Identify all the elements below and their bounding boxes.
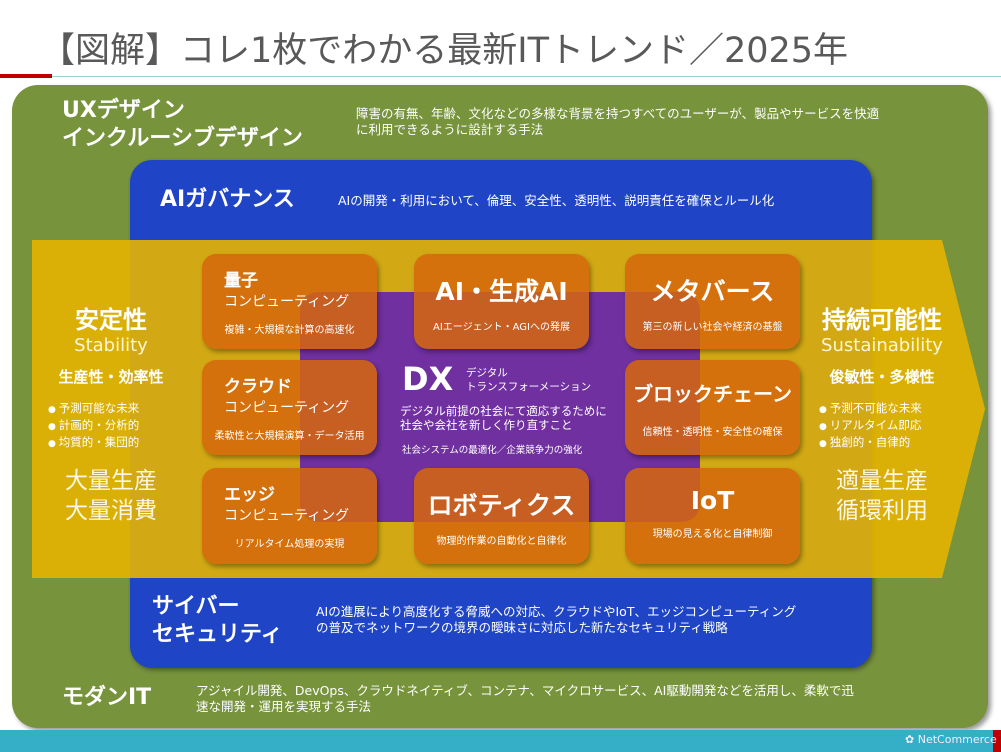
footer-bar [0, 730, 993, 752]
security-desc: AIの進展により高度化する脅威への対応、クラウドやIoT、エッジコンピューティン… [316, 604, 797, 635]
tile-edge: エッジ コンピューティング リアルタイム処理の実現 [202, 468, 377, 564]
divider [52, 76, 1001, 77]
security-title: サイバー セキュリティ [152, 594, 283, 647]
dx-desc: デジタル前提の社会にて適応するために 社会や会社を新しく作り直すこと [400, 404, 607, 432]
accent-bar [0, 74, 52, 78]
dx-subtitle: デジタル トランスフォーメーション [466, 367, 592, 393]
dx-goal: 社会システムの最適化／企業競争力の強化 [402, 445, 583, 456]
ux-title: UXデザイン インクルーシブデザイン [62, 98, 303, 151]
tile-ai: AI・生成AI AIエージェント・AGIへの発展 [414, 254, 589, 349]
tile-quantum: 量子 コンピューティング 複雑・大規模な計算の高速化 [202, 254, 377, 349]
footer-accent [993, 730, 1001, 752]
page-title: 【図解】コレ1枚でわかる最新ITトレンド／2025年 [40, 31, 849, 71]
tile-cloud: クラウド コンピューティング 柔軟性と大規模演算・データ活用 [202, 360, 377, 455]
governance-desc: AIの開発・利用において、倫理、安全性、透明性、説明責任を確保とルール化 [338, 193, 775, 208]
tile-iot: IoT 現場の見える化と自律制御 [625, 468, 800, 564]
modern-it-title: モダンIT [62, 685, 152, 710]
modern-it-desc: アジャイル開発、DevOps、クラウドネイティブ、コンテナ、マイクロサービス、A… [196, 683, 854, 714]
governance-title: AIガバナンス [160, 187, 295, 212]
tile-metaverse: メタバース 第三の新しい社会や経済の基盤 [625, 254, 800, 349]
tile-robotics: ロボティクス 物理的作業の自動化と自律化 [414, 468, 589, 564]
tile-blockchain: ブロックチェーン 信頼性・透明性・安全性の確保 [625, 360, 800, 455]
dx-title: DX [402, 360, 454, 398]
ux-desc: 障害の有無、年齢、文化などの多様な背景を持つすべてのユーザーが、製品やサービスを… [356, 106, 880, 137]
netcommerce-logo: ✿ NetCommerce [905, 733, 997, 746]
